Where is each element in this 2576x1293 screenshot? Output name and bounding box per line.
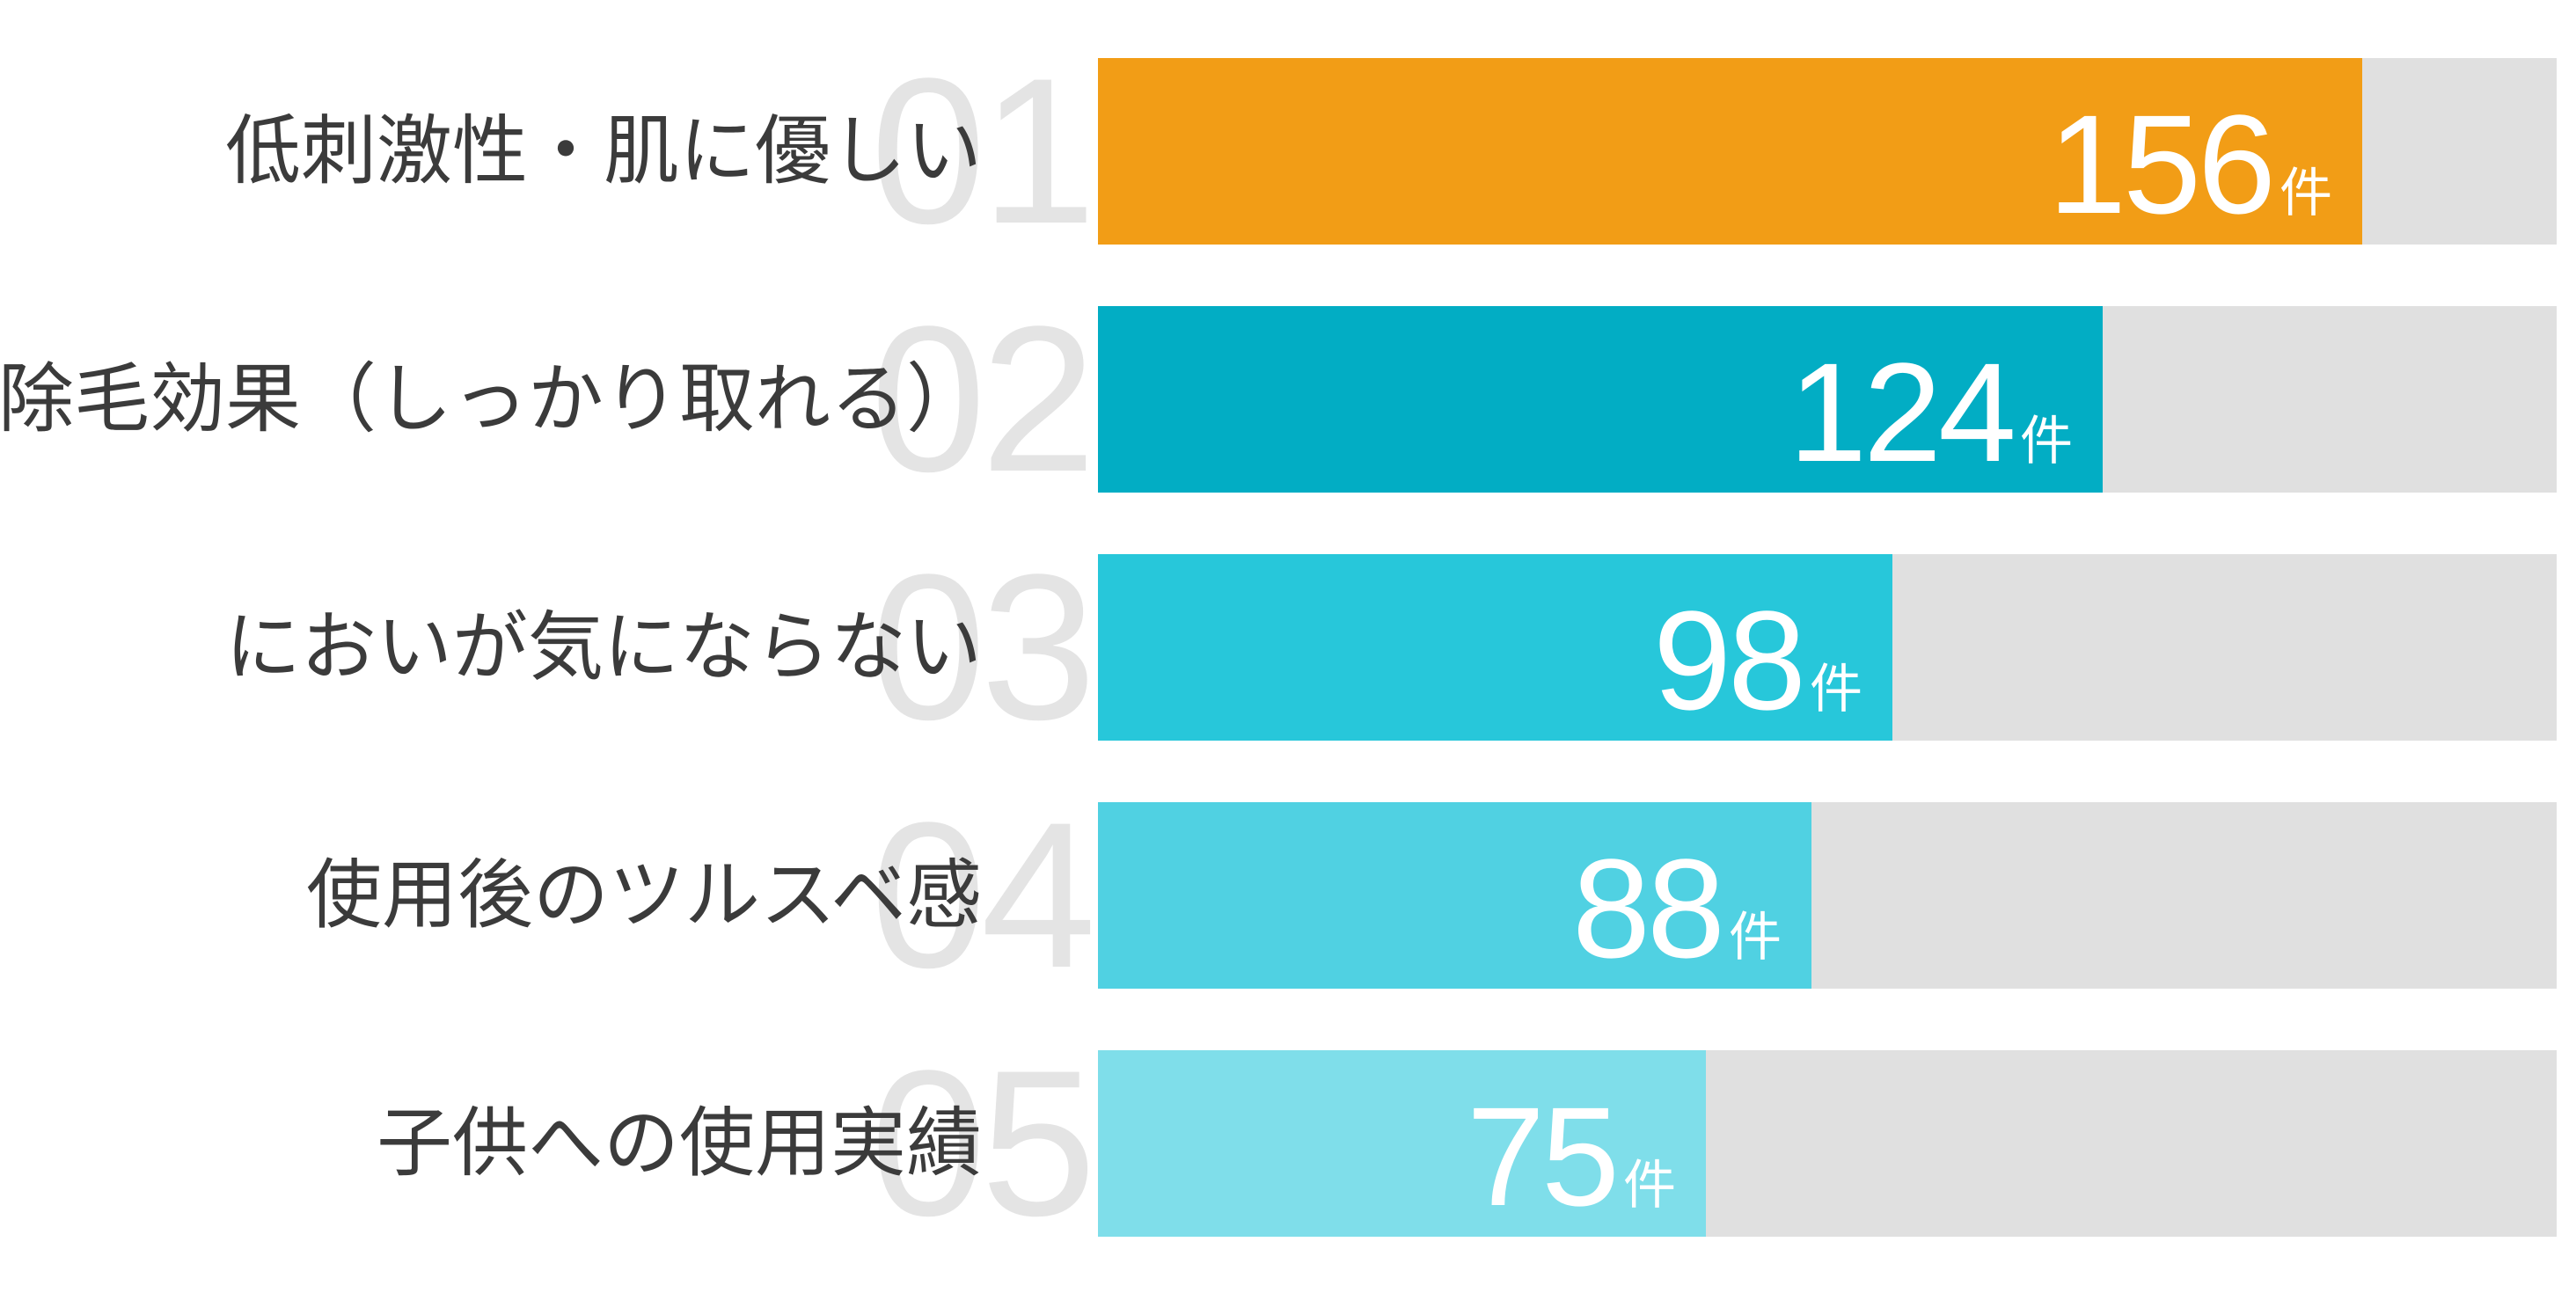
value-number: 88 [1572,829,1725,988]
bar-track: 124 件 [1098,306,2557,493]
value-unit: 件 [1729,907,1782,968]
value-number: 98 [1653,581,1806,740]
ranking-row: 02 除毛効果（しっかり取れる） 124 件 [0,296,2576,503]
value-number: 75 [1467,1078,1620,1236]
bar-track: 75 件 [1098,1050,2557,1237]
value-label: 124 件 [1789,333,2073,492]
rank-number: 05 [870,1027,1096,1260]
category-label: においが気にならない [225,603,982,691]
rank-number: 04 [870,779,1096,1012]
bar-track: 88 件 [1098,802,2557,989]
ranking-row: 01 低刺激性・肌に優しい 156 件 [0,47,2576,255]
value-label: 98 件 [1653,581,1862,740]
value-unit: 件 [2020,411,2073,472]
ranking-row: 05 子供への使用実績 75 件 [0,1040,2576,1247]
bar: 75 件 [1098,1050,1706,1237]
category-label: 使用後のツルスベ感 [306,851,982,939]
category-label: 除毛効果（しっかり取れる） [0,355,982,443]
value-unit: 件 [2280,163,2332,224]
rank-number: 02 [870,283,1096,515]
category-label: 子供への使用実績 [377,1099,982,1187]
bar: 88 件 [1098,802,1811,989]
value-unit: 件 [1810,659,1862,720]
value-label: 88 件 [1572,829,1782,988]
value-number: 156 [2048,85,2276,244]
value-label: 75 件 [1467,1078,1676,1236]
value-unit: 件 [1623,1155,1676,1216]
category-label: 低刺激性・肌に優しい [225,107,982,195]
bar-track: 156 件 [1098,58,2557,245]
bar: 98 件 [1098,554,1892,741]
ranking-row: 03 においが気にならない 98 件 [0,544,2576,751]
rank-number: 01 [870,35,1096,267]
value-number: 124 [1789,333,2016,492]
bar: 156 件 [1098,58,2362,245]
ranking-row: 04 使用後のツルスベ感 88 件 [0,792,2576,999]
rank-number: 03 [870,531,1096,763]
bar: 124 件 [1098,306,2103,493]
value-label: 156 件 [2048,85,2332,244]
bar-track: 98 件 [1098,554,2557,741]
